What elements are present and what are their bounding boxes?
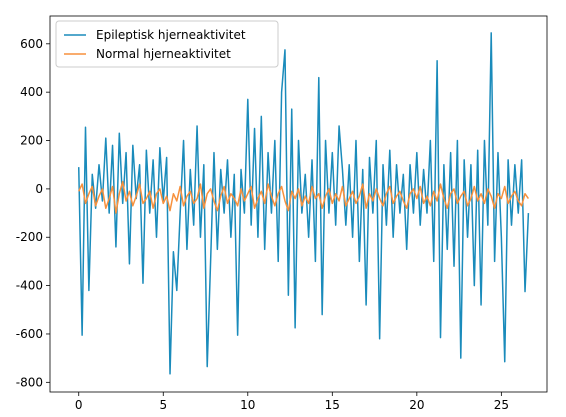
legend-label: Epileptisk hjerneaktivitet xyxy=(96,28,246,42)
y-tick-label: 0 xyxy=(35,182,43,196)
y-tick-label: -800 xyxy=(16,375,43,389)
data-line xyxy=(78,180,530,214)
x-tick-label: 25 xyxy=(494,398,509,412)
x-tick-label: 10 xyxy=(240,398,255,412)
data-line xyxy=(77,32,530,375)
plot-frame xyxy=(49,15,548,393)
x-tick-label: 0 xyxy=(75,398,83,412)
y-tick-label: -600 xyxy=(16,327,43,341)
y-tick-label: 400 xyxy=(20,85,43,99)
x-tick-label: 15 xyxy=(325,398,340,412)
y-tick-label: 600 xyxy=(20,37,43,51)
y-tick-label: -400 xyxy=(16,279,43,293)
y-tick-label: 200 xyxy=(20,134,43,148)
legend-label: Normal hjerneaktivitet xyxy=(96,47,231,61)
x-tick-label: 5 xyxy=(159,398,167,412)
legend-box xyxy=(55,20,279,68)
x-tick-label: 20 xyxy=(409,398,424,412)
y-tick-label: -200 xyxy=(16,230,43,244)
